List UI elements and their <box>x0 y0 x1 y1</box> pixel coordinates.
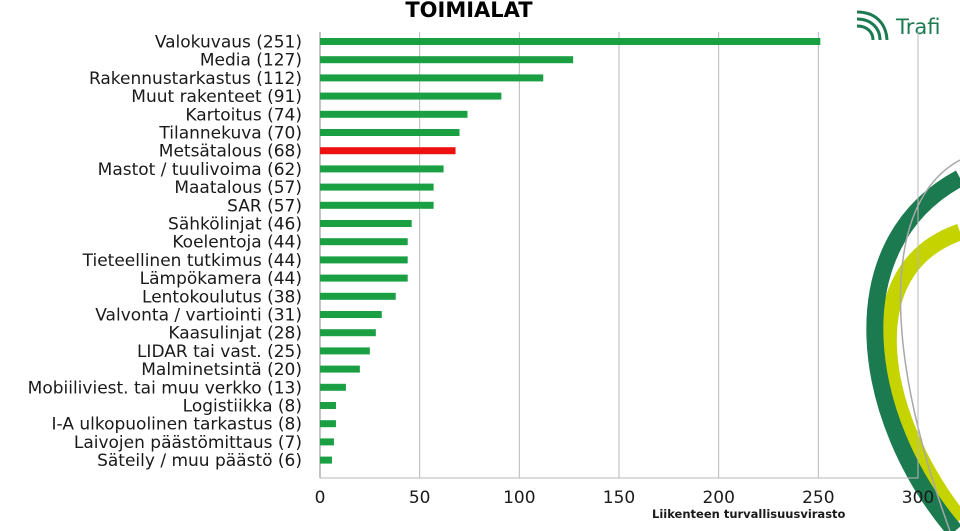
category-label-1: Valokuvaus (251) <box>155 33 302 53</box>
bar-20 <box>320 383 346 391</box>
bar-21 <box>320 402 336 409</box>
category-label-18: LIDAR tai vast. (25) <box>137 342 302 362</box>
bar-2 <box>320 56 574 64</box>
x-tick-label-200: 200 <box>702 488 734 508</box>
category-label-6: Tilannekuva (70) <box>158 124 302 144</box>
chart-title: TOIMIALAT <box>405 0 533 22</box>
category-label-15: Lentokoulutus (38) <box>142 287 302 307</box>
category-label-21: Logistiikka (8) <box>183 397 302 417</box>
bar-6 <box>320 129 460 136</box>
bar-11 <box>320 220 412 227</box>
category-label-5: Kartoitus (74) <box>185 105 302 125</box>
category-label-8: Mastot / tuulivoima (62) <box>98 160 302 180</box>
trafi-logo-icon <box>856 10 889 41</box>
category-label-23: Laivojen päästömittaus (7) <box>74 433 302 453</box>
x-axis-tick-labels: 0 50 100 150 200 250 300 <box>315 488 935 508</box>
bar-14 <box>320 274 408 282</box>
category-label-14: Lämpökamera (44) <box>140 269 302 289</box>
category-label-10: SAR (57) <box>227 196 302 216</box>
category-label-24: Säteily / muu päästö (6) <box>97 451 302 471</box>
plot-bars <box>320 38 821 464</box>
bar-24 <box>320 456 332 464</box>
bar-19 <box>320 365 360 373</box>
swoosh-dark-green-band <box>866 170 960 531</box>
bar-1 <box>320 38 821 45</box>
bar-9 <box>320 183 434 191</box>
bar-13 <box>320 256 408 264</box>
category-label-12: Koelentoja (44) <box>172 233 302 253</box>
bar-22 <box>320 420 336 428</box>
bar-4 <box>320 92 502 100</box>
category-label-17: Kaasulinjat (28) <box>168 324 302 344</box>
x-tick-label-50: 50 <box>409 488 431 508</box>
brand-swoosh-decoration <box>866 159 960 531</box>
swoosh-lime-band <box>879 223 960 526</box>
trafi-logo: Trafi <box>856 10 940 41</box>
x-tick-label-300: 300 <box>902 488 934 508</box>
bar-7 <box>320 147 456 155</box>
category-labels: Valokuvaus (251)Media (127)Rakennustarka… <box>28 33 302 472</box>
bar-16 <box>320 311 382 318</box>
category-label-3: Rakennustarkastus (112) <box>89 69 302 89</box>
bar-23 <box>320 438 334 446</box>
bar-8 <box>320 165 444 173</box>
bar-17 <box>320 329 376 337</box>
category-label-19: Malminetsintä (20) <box>141 360 302 380</box>
bar-12 <box>320 238 408 246</box>
category-label-9: Maatalous (57) <box>174 178 302 198</box>
footer-agency-name: Liikenteen turvallisuusvirasto <box>652 507 846 521</box>
bar-18 <box>320 347 370 355</box>
x-tick-label-150: 150 <box>603 488 635 508</box>
swoosh-grey-line <box>899 159 960 531</box>
category-label-11: Sähkölinjat (46) <box>168 215 302 235</box>
x-tick-label-250: 250 <box>802 488 834 508</box>
bar-10 <box>320 201 434 209</box>
x-tick-label-0: 0 <box>315 488 326 508</box>
category-label-13: Tieteellinen tutkimus (44) <box>82 251 302 271</box>
category-label-16: Valvonta / vartiointi (31) <box>95 306 302 326</box>
bar-15 <box>320 292 396 300</box>
category-label-22: I-A ulkopuolinen tarkastus (8) <box>52 415 302 435</box>
x-tick-label-100: 100 <box>503 488 535 508</box>
bar-5 <box>320 110 468 118</box>
category-label-4: Muut rakenteet (91) <box>131 87 302 107</box>
category-label-2: Media (127) <box>200 51 302 71</box>
category-label-7: Metsätalous (68) <box>159 142 302 162</box>
bar-3 <box>320 74 544 82</box>
category-label-20: Mobiiliviest. tai muu verkko (13) <box>28 378 302 398</box>
